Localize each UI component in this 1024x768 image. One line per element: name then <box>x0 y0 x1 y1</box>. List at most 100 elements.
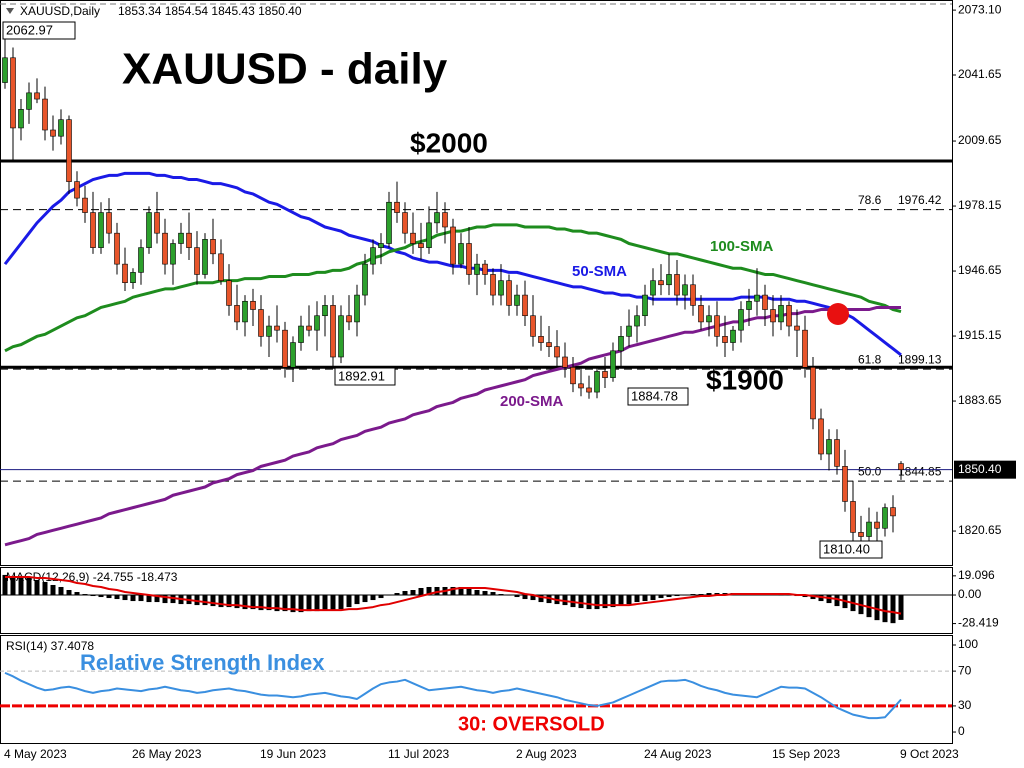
candle-body <box>714 315 720 337</box>
y-tick-label: 1915.15 <box>958 328 1002 342</box>
candle-body <box>370 247 376 265</box>
candle-body <box>890 507 896 517</box>
candle-body <box>434 212 440 224</box>
macd-bar <box>530 595 536 601</box>
candle-body <box>826 439 832 455</box>
macd-bar <box>602 595 608 609</box>
macd-bar <box>458 586 464 596</box>
macd-bar <box>338 595 344 610</box>
candle-body <box>154 212 160 234</box>
macd-bar <box>354 595 360 605</box>
candle-body <box>306 325 312 331</box>
y-tick-label: 2073.10 <box>958 2 1002 16</box>
candle-body <box>314 315 320 331</box>
candle-body <box>162 232 168 265</box>
macd-bar <box>234 595 240 609</box>
candle-body <box>266 325 272 337</box>
macd-bar <box>714 593 720 596</box>
macd-bar <box>538 595 544 603</box>
y-tick-label: 1946.65 <box>958 263 1002 277</box>
sma-label: 100-SMA <box>710 238 774 255</box>
candle-body <box>218 253 224 281</box>
candle-body <box>42 98 48 131</box>
macd-bar <box>154 595 160 603</box>
candle-body <box>562 356 568 368</box>
macd-bar <box>786 595 792 596</box>
candle-body <box>858 532 864 537</box>
candle-body <box>554 346 560 358</box>
candle-body <box>330 305 336 358</box>
macd-bar <box>210 595 216 607</box>
macd-bar <box>98 595 104 598</box>
sma-label: 200-SMA <box>500 393 564 410</box>
y-tick-label: 1883.65 <box>958 393 1002 407</box>
candle-body <box>226 280 232 306</box>
macd-bar <box>314 595 320 612</box>
macd-bar <box>58 586 64 596</box>
price-label: 1892.91 <box>338 368 385 383</box>
macd-bar <box>690 594 696 596</box>
candle-body <box>746 300 752 310</box>
candle-body <box>426 222 432 248</box>
candle-body <box>842 466 848 502</box>
candle-body <box>586 387 592 393</box>
candle-body <box>74 181 80 199</box>
candle-body <box>482 263 488 275</box>
macd-bar <box>242 595 248 610</box>
candle-body <box>850 501 856 533</box>
candle-body <box>82 197 88 213</box>
fib-value: 1976.42 <box>898 193 942 207</box>
macd-bar <box>330 595 336 611</box>
macd-bar <box>778 595 784 596</box>
macd-bar <box>426 586 432 596</box>
candle-body <box>682 284 688 296</box>
y-tick-label: -28.419 <box>958 616 999 630</box>
chart-title: XAUUSD - daily <box>122 45 448 94</box>
macd-bar <box>266 595 272 611</box>
price-label-box <box>627 387 689 406</box>
signal-line <box>5 575 902 615</box>
candle-body <box>458 243 464 265</box>
candle-body <box>234 305 240 323</box>
macd-bar <box>250 595 256 610</box>
candle-body <box>114 232 120 265</box>
candle-body <box>610 350 616 378</box>
fib-value: 1899.13 <box>898 352 942 366</box>
price-label-box <box>2 21 76 40</box>
candle-body <box>258 309 264 337</box>
symbol-icon <box>6 8 14 14</box>
fib-ratio: 61.8 <box>858 352 882 366</box>
macd-bar <box>874 595 880 621</box>
macd-bar <box>386 595 392 596</box>
candle-body <box>666 274 672 286</box>
candle-body <box>882 507 888 529</box>
candle-body <box>362 263 368 296</box>
macd-bar <box>146 595 152 603</box>
macd-bar <box>370 595 376 601</box>
macd-bar <box>82 594 88 596</box>
price-label-box <box>819 540 883 559</box>
candle-body <box>794 325 800 331</box>
candle-body <box>354 294 360 323</box>
y-tick-label: 19.096 <box>958 568 995 582</box>
macd-bar <box>882 595 888 623</box>
macd-bar <box>114 595 120 600</box>
level-label: $1900 <box>706 365 784 396</box>
macd-bar <box>650 595 656 601</box>
price-label: 1810.40 <box>823 541 870 556</box>
macd-bar <box>106 595 112 599</box>
macd-bar <box>322 595 328 611</box>
y-tick-label: 1978.15 <box>958 198 1002 212</box>
macd-bar <box>506 595 512 596</box>
candle-body <box>178 232 184 244</box>
candle-body <box>402 212 408 234</box>
candle-body <box>410 232 416 244</box>
rsi-title: RSI(14) 37.4078 <box>6 639 94 653</box>
last-price-label: 1850.40 <box>958 462 1002 476</box>
macd-bar <box>138 595 144 602</box>
candle-body <box>146 212 152 248</box>
price-label: 2062.97 <box>6 22 53 37</box>
candle-body <box>786 305 792 327</box>
fib-value: 1844.85 <box>898 464 942 478</box>
